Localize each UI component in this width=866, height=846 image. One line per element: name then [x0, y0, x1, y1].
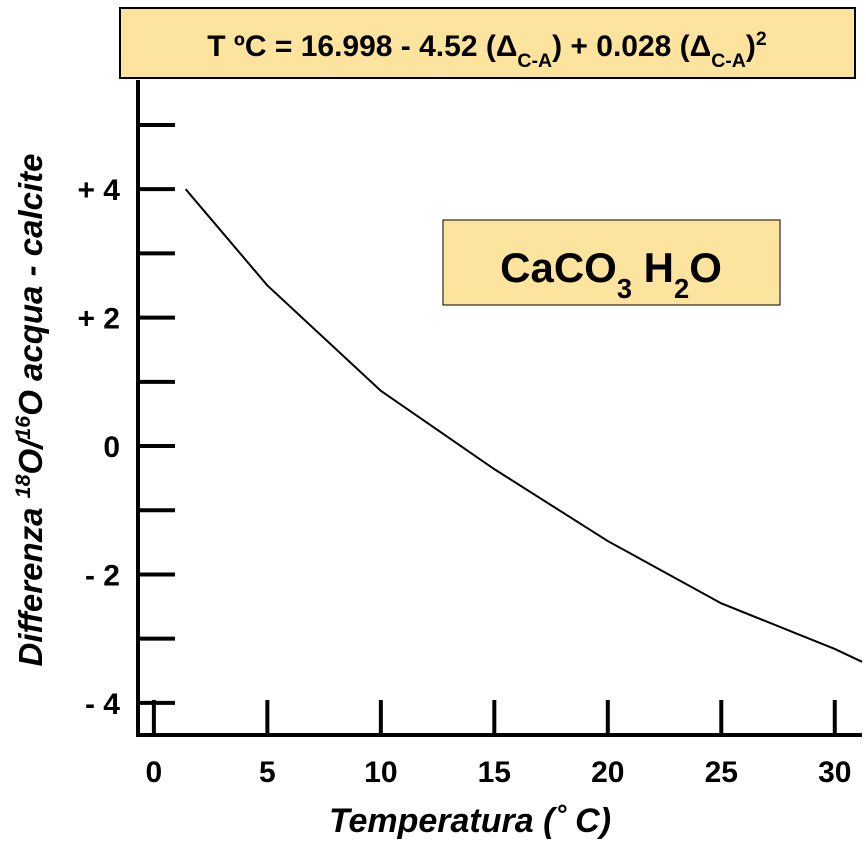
x-tick-label: 20 — [591, 756, 624, 789]
x-axis-label: Temperatura (˚ C) — [329, 802, 611, 840]
title-box — [119, 7, 856, 79]
text-part: 2 — [674, 273, 689, 304]
y-tick-label: + 2 — [77, 303, 120, 336]
data-line — [184, 188, 863, 663]
text-part: O acqua - calcite — [12, 154, 49, 416]
chart-title: T ºC = 16.998 - 4.52 (ΔC-A) + 0.028 (ΔC-… — [207, 28, 767, 72]
y-tick-label: 0 — [103, 431, 120, 464]
text-part: H — [632, 244, 674, 291]
y-tick-label: - 2 — [85, 559, 120, 592]
x-tick-label: 0 — [146, 756, 163, 789]
y-tick-label: + 4 — [77, 174, 120, 207]
x-tick-label: 25 — [705, 756, 738, 789]
annotation-box — [442, 219, 781, 306]
text-part: 2 — [756, 28, 767, 50]
y-tick-label: - 4 — [85, 688, 120, 721]
text-part: ) — [746, 30, 756, 63]
x-tick-label: 15 — [478, 756, 511, 789]
text-part: Differenza — [12, 498, 49, 666]
x-tick-label: 10 — [364, 756, 397, 789]
text-part: C-A — [711, 50, 746, 72]
x-tick-label: 30 — [818, 756, 851, 789]
text-part: C-A — [517, 50, 552, 72]
text-part: O — [689, 244, 722, 291]
text-part: CaCO — [500, 244, 617, 291]
text-part: 16 — [11, 415, 35, 440]
text-part: ) + 0.028 (Δ — [552, 30, 711, 63]
text-part: O/ — [12, 436, 49, 475]
y-axis-label: Differenza 18O/16O acqua - calcite — [11, 154, 49, 667]
text-part: T ºC = 16.998 - 4.52 (Δ — [207, 30, 517, 63]
annotation: CaCO3 H2O — [500, 244, 722, 304]
text-part: 18 — [11, 474, 35, 498]
x-tick-label: 5 — [259, 756, 276, 789]
text-part: 3 — [617, 273, 632, 304]
